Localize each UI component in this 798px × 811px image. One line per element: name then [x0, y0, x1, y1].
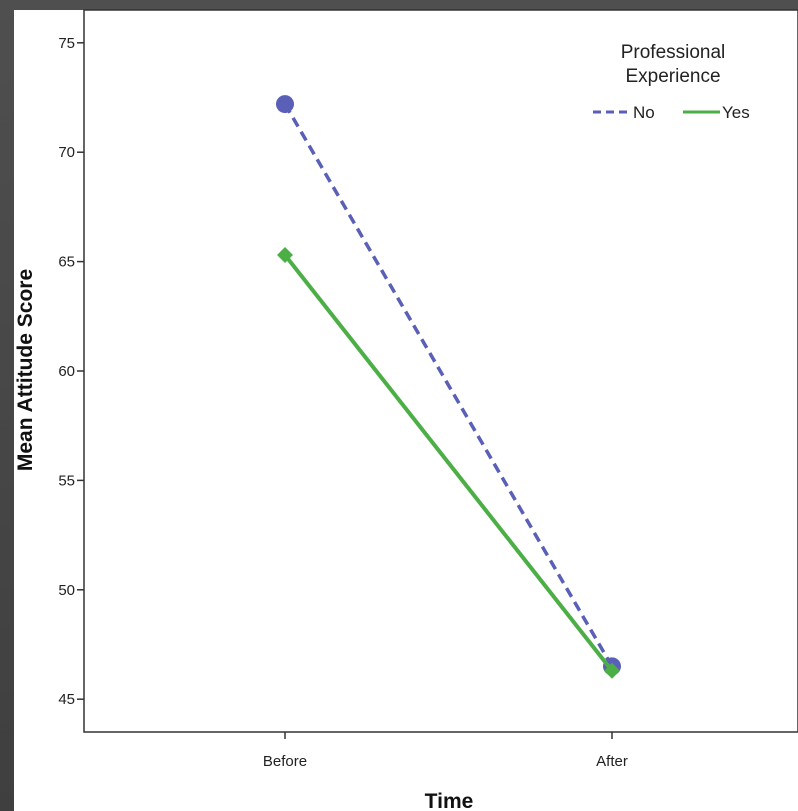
legend: Professional Experience No Yes [593, 42, 750, 122]
legend-label-no: No [633, 103, 655, 122]
data-point-yes [604, 662, 620, 679]
data-point-no [276, 95, 294, 114]
y-tick-label: 75 [58, 35, 75, 52]
x-tick-label: After [596, 753, 628, 770]
y-axis-title: Mean Attitude Score [14, 269, 37, 471]
legend-label-yes: Yes [722, 103, 750, 122]
series-line-no [283, 103, 614, 668]
legend-title-line2: Experience [625, 66, 720, 87]
data-point-yes [277, 247, 293, 264]
legend-title-line1: Professional [621, 42, 726, 63]
y-tick-label: 65 [58, 254, 75, 271]
y-tick-label: 45 [58, 691, 75, 708]
x-axis: Before After [263, 732, 628, 770]
series-line-yes [283, 253, 614, 672]
x-axis-title: Time [425, 790, 474, 811]
y-tick-label: 60 [58, 363, 75, 380]
series-layer [276, 95, 621, 679]
x-tick-label: Before [263, 753, 307, 770]
y-tick-label: 70 [58, 144, 75, 161]
y-tick-label: 55 [58, 472, 75, 489]
y-axis: 45 50 55 60 65 70 75 [58, 35, 84, 708]
y-tick-label: 50 [58, 582, 75, 599]
